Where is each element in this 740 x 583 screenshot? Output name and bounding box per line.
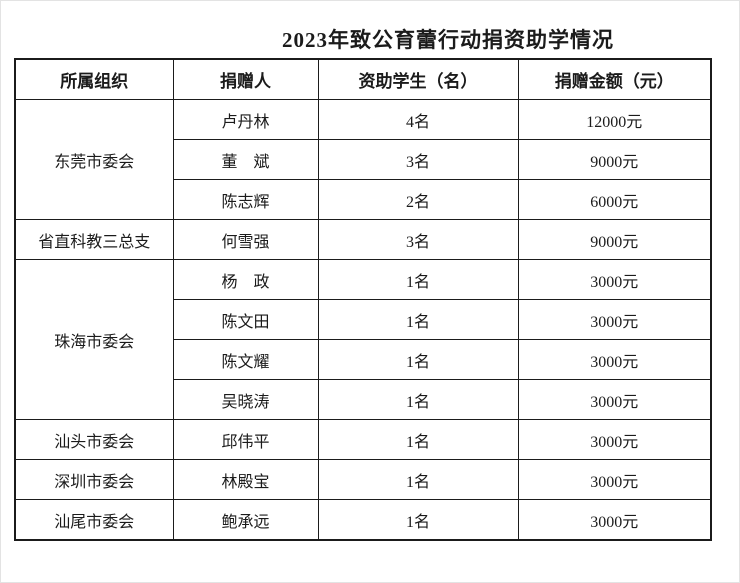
donor-cell: 董 斌: [172, 139, 319, 180]
header-cell-students: 资助学生（名）: [317, 58, 519, 100]
table-row: 省直科教三总支 何雪强 3名 9000元: [14, 219, 712, 260]
amount-cell: 3000元: [517, 259, 712, 300]
org-cell: 东莞市委会: [14, 99, 174, 220]
students-cell: 1名: [317, 299, 519, 340]
donor-cell: 吴晓涛: [172, 379, 319, 420]
students-cell: 1名: [317, 379, 519, 420]
header-row: 所属组织 捐赠人 资助学生（名） 捐赠金额（元）: [14, 58, 712, 100]
table-row: 陈志辉 2名 6000元: [15, 179, 712, 220]
donor-cell: 林殿宝: [172, 459, 319, 500]
org-cell: 省直科教三总支: [14, 219, 174, 260]
students-cell: 1名: [317, 499, 519, 541]
header-cell-donor: 捐赠人: [172, 58, 319, 100]
donor-cell: 鲍承远: [172, 499, 319, 541]
org-cell: 汕尾市委会: [14, 499, 174, 541]
amount-cell: 3000元: [517, 299, 712, 340]
students-cell: 2名: [317, 179, 519, 220]
students-cell: 3名: [317, 139, 519, 180]
amount-cell: 9000元: [517, 219, 712, 260]
students-cell: 1名: [317, 459, 519, 500]
table-row: 陈文耀 1名 3000元: [15, 339, 712, 380]
donor-cell: 陈文耀: [172, 339, 319, 380]
table-row: 吴晓涛 1名 3000元: [15, 379, 712, 420]
students-cell: 1名: [317, 419, 519, 460]
table-row: 汕尾市委会 鲍承远 1名 3000元: [14, 499, 712, 541]
donor-cell: 杨 政: [172, 259, 319, 300]
header-cell-amount: 捐赠金额（元）: [517, 58, 712, 100]
table-row: 陈文田 1名 3000元: [15, 299, 712, 340]
header-cell-organization: 所属组织: [14, 58, 174, 100]
amount-cell: 3000元: [517, 499, 712, 541]
org-cell: 汕头市委会: [14, 419, 174, 460]
students-cell: 4名: [317, 99, 519, 140]
amount-cell: 3000元: [517, 459, 712, 500]
amount-cell: 3000元: [517, 339, 712, 380]
students-cell: 1名: [317, 339, 519, 380]
page-title: 2023年致公育蕾行动捐资助学情况: [282, 28, 614, 52]
donor-cell: 何雪强: [172, 219, 319, 260]
donor-cell: 陈文田: [172, 299, 319, 340]
students-cell: 3名: [317, 219, 519, 260]
donation-table: 所属组织 捐赠人 资助学生（名） 捐赠金额（元） 东莞市委会 卢丹林 4名 12…: [14, 58, 712, 541]
table-row: 董 斌 3名 9000元: [15, 139, 712, 180]
amount-cell: 6000元: [517, 179, 712, 220]
table-row: 深圳市委会 林殿宝 1名 3000元: [14, 459, 712, 500]
table-row: 汕头市委会 邱伟平 1名 3000元: [14, 419, 712, 460]
amount-cell: 3000元: [517, 419, 712, 460]
amount-cell: 3000元: [517, 379, 712, 420]
amount-cell: 12000元: [517, 99, 712, 140]
donor-cell: 邱伟平: [172, 419, 319, 460]
org-cell: 深圳市委会: [14, 459, 174, 500]
amount-cell: 9000元: [517, 139, 712, 180]
students-cell: 1名: [317, 259, 519, 300]
donor-cell: 卢丹林: [172, 99, 319, 140]
table-row: 东莞市委会 卢丹林 4名 12000元: [14, 99, 712, 220]
table-row: 珠海市委会 杨 政 1名 3000元: [14, 259, 712, 420]
donor-cell: 陈志辉: [172, 179, 319, 220]
org-cell: 珠海市委会: [14, 259, 174, 420]
